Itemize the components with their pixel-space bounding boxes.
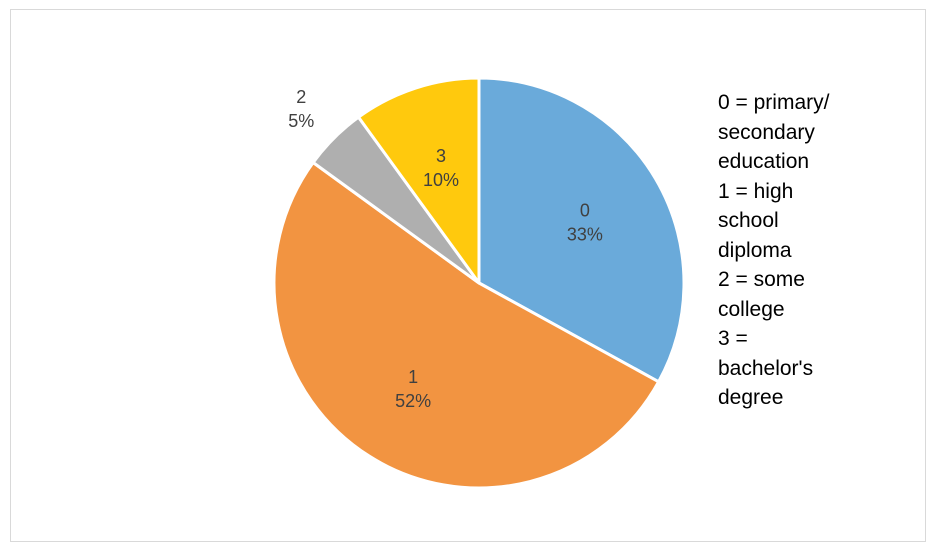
legend-text: degree xyxy=(718,386,784,409)
legend-text: secondary xyxy=(718,120,815,144)
pie-slice-3 xyxy=(357,76,481,285)
legend-text: bachelor's xyxy=(718,356,814,380)
slice-category-label: 1 xyxy=(408,367,418,387)
slice-category-label: 3 xyxy=(436,146,446,166)
legend-entry-1: 1 = high school diploma xyxy=(718,177,918,266)
legend: 0 = primary/ secondary education 1 = hig… xyxy=(718,88,918,413)
legend-entry-0: 0 = primary/ secondary education xyxy=(718,88,918,177)
legend-text: school xyxy=(718,209,779,232)
slice-category-label: 0 xyxy=(580,200,590,220)
slice-value-label: 33% xyxy=(567,224,603,244)
legend-text: education xyxy=(718,150,810,173)
pie-slices xyxy=(272,76,686,490)
pie-slice-1 xyxy=(272,161,661,490)
slice-value-label: 5% xyxy=(288,111,314,131)
slice-value-label: 52% xyxy=(395,391,431,411)
slice-category-label: 2 xyxy=(296,87,306,107)
legend-text: 2 = some xyxy=(718,268,805,291)
legend-text: 0 = primary/ xyxy=(718,91,830,114)
legend-text: college xyxy=(718,297,785,321)
legend-entry-2: 2 = some college xyxy=(718,265,918,324)
legend-text: 3 = xyxy=(718,327,748,350)
legend-entry-3: 3 = bachelor's degree xyxy=(718,324,918,413)
slice-value-label: 10% xyxy=(423,170,459,190)
pie-slice-0 xyxy=(477,76,686,384)
legend-text: diploma xyxy=(718,238,792,262)
pie-data-labels: 0 33% 1 52% 2 5% 3 10% xyxy=(288,87,603,411)
legend-text: 1 = high xyxy=(718,179,794,203)
